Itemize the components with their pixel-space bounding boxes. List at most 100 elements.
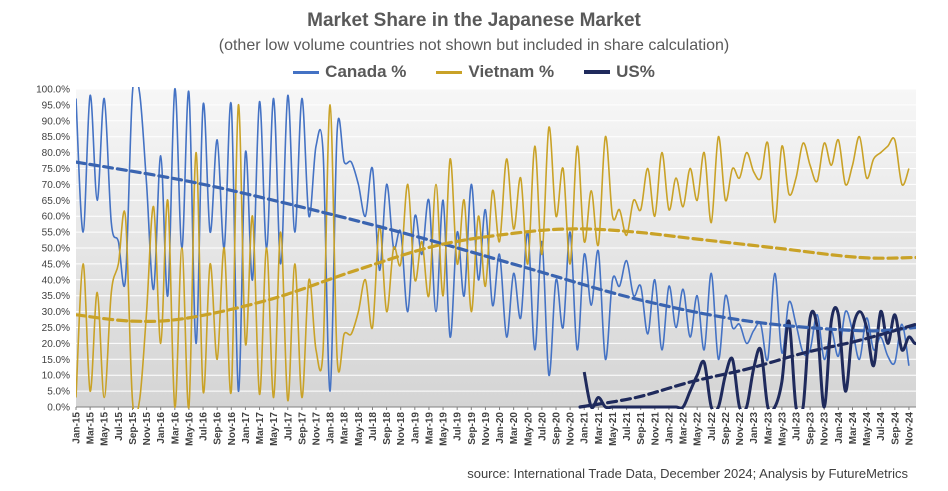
y-tick-label: 50.0% xyxy=(42,244,70,255)
x-tick-label: Jan-21 xyxy=(580,412,591,444)
x-tick-label: Mar-18 xyxy=(340,412,351,445)
x-tick-label: Nov-15 xyxy=(142,412,153,446)
x-tick-label: Sep-24 xyxy=(890,412,901,445)
x-tick-label: Jul-18 xyxy=(368,412,379,441)
y-tick-label: 90.0% xyxy=(42,116,70,127)
x-tick-label: Jul-16 xyxy=(199,412,210,441)
y-tick-label: 0.0% xyxy=(47,403,70,414)
x-tick-label: Jan-19 xyxy=(410,412,421,444)
chart-source: source: International Trade Data, Decemb… xyxy=(467,466,908,481)
x-tick-label: May-24 xyxy=(862,412,873,446)
x-tick-label: Jan-24 xyxy=(834,412,845,444)
y-tick-label: 85.0% xyxy=(42,132,70,143)
legend-item-canada: Canada % xyxy=(293,62,406,82)
x-tick-label: Nov-17 xyxy=(312,412,323,446)
y-tick-label: 5.0% xyxy=(47,387,70,398)
y-tick-label: 25.0% xyxy=(42,323,70,334)
x-tick-label: Mar-22 xyxy=(679,412,690,445)
series-line-vietnam xyxy=(76,104,910,409)
x-tick-label: Jul-24 xyxy=(876,412,887,441)
x-tick-label: Mar-23 xyxy=(763,412,774,445)
y-tick-label: 100.0% xyxy=(36,85,70,96)
x-tick-label: Mar-24 xyxy=(848,412,859,445)
x-tick-label: Jul-21 xyxy=(622,412,633,441)
y-tick-label: 40.0% xyxy=(42,275,70,286)
x-tick-label: Sep-23 xyxy=(806,412,817,445)
legend-swatch-us xyxy=(584,70,611,74)
x-tick-label: Mar-15 xyxy=(86,412,97,445)
x-tick-label: Mar-20 xyxy=(509,412,520,445)
y-tick-label: 20.0% xyxy=(42,339,70,350)
x-tick-label: Mar-19 xyxy=(424,412,435,445)
x-tick-label: Nov-18 xyxy=(396,412,407,446)
trendline-us-trend xyxy=(578,322,916,409)
x-tick-label: Nov-16 xyxy=(227,412,238,446)
y-tick-label: 10.0% xyxy=(42,371,70,382)
x-tick-label: May-21 xyxy=(608,412,619,446)
y-tick-label: 80.0% xyxy=(42,148,70,159)
x-tick-label: Jan-18 xyxy=(326,412,337,444)
y-tick-label: 15.0% xyxy=(42,355,70,366)
y-tick-label: 75.0% xyxy=(42,164,70,175)
trendline-canada-trend xyxy=(76,160,916,333)
x-tick-label: Mar-17 xyxy=(255,412,266,445)
legend-item-us: US% xyxy=(584,62,655,82)
x-tick-label: Sep-15 xyxy=(128,412,139,445)
x-tick-label: Sep-20 xyxy=(552,412,563,445)
x-tick-label: Sep-22 xyxy=(721,412,732,445)
legend-swatch-vietnam xyxy=(436,70,463,74)
legend-swatch-canada xyxy=(293,70,320,74)
x-tick-label: May-23 xyxy=(777,412,788,446)
chart-title: Market Share in the Japanese Market xyxy=(307,10,641,31)
series-line-us xyxy=(582,306,916,409)
chart-subtitle: (other low volume countries not shown bu… xyxy=(218,37,730,54)
x-tick-label: May-22 xyxy=(693,412,704,446)
x-tick-label: May-16 xyxy=(184,412,195,446)
y-tick-label: 70.0% xyxy=(42,180,70,191)
x-tick-label: Jul-15 xyxy=(114,412,125,441)
x-tick-label: Nov-20 xyxy=(566,412,577,446)
x-tick-label: May-19 xyxy=(439,412,450,446)
x-tick-label: Jan-15 xyxy=(72,412,83,444)
x-tick-label: May-20 xyxy=(523,412,534,446)
y-tick-label: 45.0% xyxy=(42,259,70,270)
x-tick-label: Jan-16 xyxy=(156,412,167,444)
trendline-vietnam-trend xyxy=(76,227,916,323)
x-tick-label: Nov-24 xyxy=(904,412,915,446)
x-tick-label: Sep-16 xyxy=(213,412,224,445)
x-tick-label: Jan-20 xyxy=(495,412,506,444)
y-tick-label: 30.0% xyxy=(42,307,70,318)
x-tick-label: Mar-16 xyxy=(170,412,181,445)
x-tick-label: Jan-22 xyxy=(664,412,675,444)
x-tick-label: Jan-17 xyxy=(241,412,252,444)
x-tick-label: Jul-17 xyxy=(283,412,294,441)
x-tick-label: Nov-22 xyxy=(735,412,746,446)
legend-label-us: US% xyxy=(616,62,655,81)
x-tick-label: Nov-21 xyxy=(650,412,661,446)
y-tick-label: 35.0% xyxy=(42,291,70,302)
chart-legend: Canada % Vietnam % US% xyxy=(0,62,948,82)
x-tick-label: Jul-22 xyxy=(707,412,718,441)
x-tick-label: May-17 xyxy=(269,412,280,446)
y-tick-label: 55.0% xyxy=(42,228,70,239)
x-tick-label: Jul-23 xyxy=(792,412,803,441)
legend-label-canada: Canada % xyxy=(325,62,407,81)
x-tick-label: Mar-21 xyxy=(594,412,605,445)
y-tick-label: 60.0% xyxy=(42,212,70,223)
x-tick-label: Jul-19 xyxy=(453,412,464,441)
x-tick-label: Sep-21 xyxy=(636,412,647,445)
series-group xyxy=(76,87,916,409)
y-tick-label: 95.0% xyxy=(42,100,70,111)
x-tick-label: Nov-19 xyxy=(481,412,492,446)
x-tick-label: May-18 xyxy=(354,412,365,446)
x-tick-label: Jul-20 xyxy=(537,412,548,441)
x-tick-label: Nov-23 xyxy=(820,412,831,446)
x-tick-label: May-15 xyxy=(100,412,111,446)
x-tick-label: Jan-23 xyxy=(749,412,760,444)
legend-item-vietnam: Vietnam % xyxy=(436,62,554,82)
series-line-canada xyxy=(76,87,910,392)
x-tick-label: Sep-19 xyxy=(467,412,478,445)
legend-label-vietnam: Vietnam % xyxy=(468,62,555,81)
